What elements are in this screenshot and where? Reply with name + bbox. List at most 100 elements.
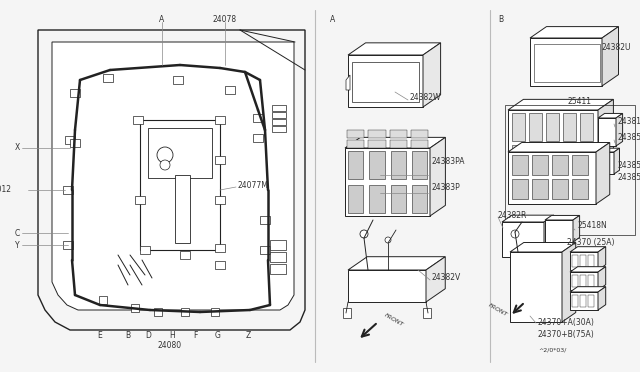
Circle shape: [385, 237, 391, 243]
Polygon shape: [562, 243, 576, 322]
Bar: [572, 275, 578, 287]
Bar: [272, 112, 286, 118]
Text: 24385+A: 24385+A: [617, 160, 640, 170]
Bar: [412, 151, 427, 179]
Text: 24383P: 24383P: [432, 183, 461, 192]
Polygon shape: [345, 148, 430, 216]
Bar: [512, 179, 528, 199]
Bar: [133, 116, 143, 124]
Bar: [534, 44, 600, 82]
Bar: [175, 175, 190, 243]
Polygon shape: [346, 75, 350, 90]
Text: A: A: [159, 16, 164, 25]
Circle shape: [157, 147, 173, 163]
Bar: [131, 304, 139, 312]
Text: C: C: [15, 228, 20, 237]
Text: G: G: [215, 330, 221, 340]
Bar: [270, 240, 286, 250]
Polygon shape: [616, 113, 623, 146]
Circle shape: [160, 160, 170, 170]
Bar: [580, 255, 586, 267]
Polygon shape: [596, 142, 610, 204]
Bar: [253, 114, 263, 122]
Text: 24381: 24381: [617, 118, 640, 126]
Bar: [270, 252, 286, 262]
Bar: [154, 308, 162, 316]
Bar: [272, 105, 286, 111]
Bar: [546, 145, 559, 173]
Text: 24382W: 24382W: [410, 93, 442, 103]
Bar: [180, 251, 190, 259]
Text: 24078: 24078: [213, 16, 237, 25]
Polygon shape: [570, 287, 605, 292]
Circle shape: [511, 230, 519, 238]
Polygon shape: [502, 215, 554, 222]
Polygon shape: [348, 43, 440, 55]
Bar: [63, 186, 73, 194]
Bar: [348, 151, 364, 179]
Polygon shape: [423, 43, 440, 107]
Text: 24383PA: 24383PA: [432, 157, 465, 167]
Bar: [588, 255, 594, 267]
Polygon shape: [598, 99, 613, 178]
Text: F: F: [193, 330, 197, 340]
Text: H: H: [169, 330, 175, 340]
Text: FRONT: FRONT: [487, 302, 508, 318]
Text: D: D: [145, 330, 151, 340]
Bar: [411, 130, 428, 138]
Bar: [352, 62, 419, 102]
Polygon shape: [570, 267, 605, 272]
Bar: [390, 140, 407, 148]
Bar: [211, 308, 219, 316]
Bar: [572, 295, 578, 307]
Polygon shape: [530, 38, 602, 86]
Bar: [140, 246, 150, 254]
Text: 24077M: 24077M: [238, 180, 269, 189]
Polygon shape: [598, 148, 620, 152]
Bar: [588, 295, 594, 307]
Polygon shape: [502, 222, 544, 257]
Polygon shape: [598, 152, 614, 174]
Bar: [253, 134, 263, 142]
Polygon shape: [598, 118, 616, 146]
Bar: [552, 155, 568, 175]
Polygon shape: [570, 292, 598, 310]
Polygon shape: [602, 27, 618, 86]
Polygon shape: [573, 215, 580, 242]
Bar: [580, 145, 593, 173]
Bar: [103, 74, 113, 82]
Polygon shape: [530, 27, 618, 38]
Polygon shape: [545, 220, 573, 242]
Bar: [512, 145, 525, 173]
Bar: [368, 130, 385, 138]
Polygon shape: [598, 267, 605, 290]
Bar: [260, 216, 270, 224]
Bar: [369, 185, 385, 213]
Text: X: X: [15, 144, 20, 153]
Bar: [347, 140, 364, 148]
Text: B: B: [498, 16, 503, 25]
Bar: [215, 261, 225, 269]
Text: FRONT: FRONT: [383, 312, 404, 327]
Bar: [270, 264, 286, 274]
Bar: [532, 155, 548, 175]
Bar: [369, 151, 385, 179]
Polygon shape: [598, 287, 605, 310]
Bar: [552, 179, 568, 199]
Polygon shape: [508, 110, 598, 178]
Polygon shape: [614, 148, 620, 174]
Circle shape: [360, 230, 368, 238]
Bar: [529, 145, 542, 173]
Polygon shape: [348, 55, 423, 107]
Bar: [580, 275, 586, 287]
Bar: [260, 246, 270, 254]
Polygon shape: [38, 30, 305, 330]
Bar: [225, 86, 235, 94]
Bar: [580, 113, 593, 141]
Bar: [70, 89, 80, 97]
Bar: [546, 113, 559, 141]
Bar: [135, 196, 145, 204]
Text: ^2/0*03/: ^2/0*03/: [538, 347, 566, 353]
Text: Y: Y: [15, 241, 20, 250]
Bar: [215, 116, 225, 124]
